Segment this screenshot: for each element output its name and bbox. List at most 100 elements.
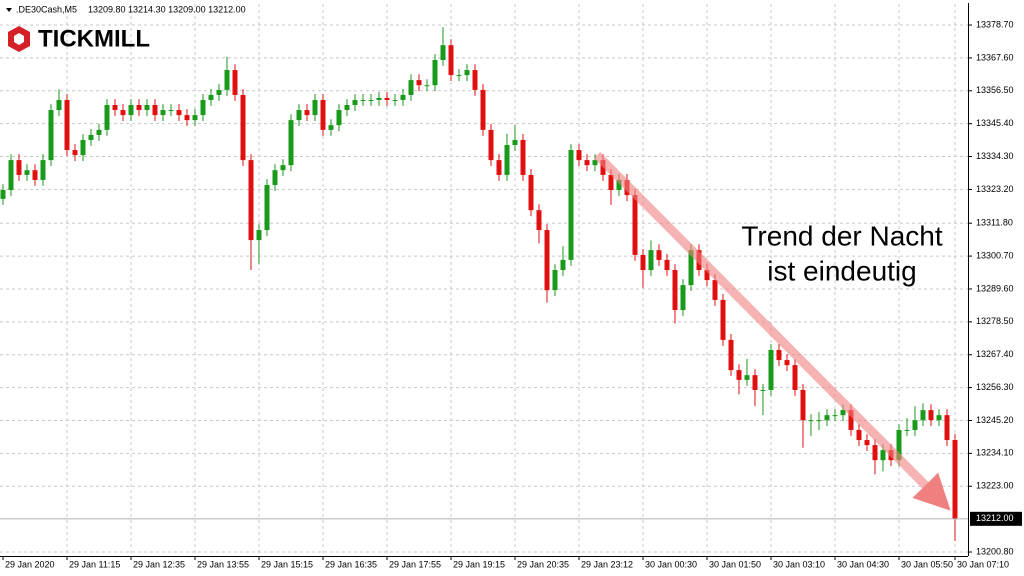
candle-body <box>760 389 766 391</box>
candle-body <box>856 429 862 441</box>
candle-body <box>192 115 198 121</box>
candle-body <box>600 160 606 175</box>
candle-body <box>472 70 478 90</box>
y-tick-label: 13256.30 <box>976 382 1014 392</box>
y-tick-label: 13345.40 <box>976 118 1014 128</box>
x-tick-label: 29 Jan 23:12 <box>581 559 633 569</box>
candle-body <box>400 94 406 100</box>
x-tick-label: 29 Jan 11:15 <box>69 559 120 569</box>
candle-body <box>408 80 414 95</box>
annotation: Trend der Nacht <box>741 220 942 251</box>
candle-body <box>48 110 54 161</box>
candle-body <box>808 420 814 422</box>
symbol: .DE30Cash,M5 <box>16 4 77 14</box>
candle-body <box>8 160 14 191</box>
candle-body <box>568 150 574 260</box>
x-tick-label: 29 Jan 2020 <box>5 559 55 569</box>
candle-body <box>704 270 710 281</box>
candle-body <box>272 170 278 185</box>
candle-body <box>64 99 70 151</box>
candle-body <box>88 134 94 140</box>
x-tick-label: 29 Jan 13:55 <box>197 559 249 569</box>
y-tick-label: 13356.50 <box>976 85 1014 95</box>
y-tick-label: 13311.80 <box>976 218 1013 228</box>
annotation: ist eindeutig <box>767 255 916 286</box>
candle-body <box>96 129 102 135</box>
candle-body <box>592 160 598 166</box>
candle-body <box>848 410 854 430</box>
y-tick-label: 13200.80 <box>976 546 1014 556</box>
candle-body <box>904 429 910 431</box>
x-tick-label: 29 Jan 16:35 <box>325 559 377 569</box>
y-tick-label: 13378.70 <box>976 19 1014 29</box>
candle-body <box>328 125 334 130</box>
candle-body <box>712 280 718 300</box>
candle-body <box>0 190 6 199</box>
candle-body <box>552 270 558 291</box>
candle-body <box>16 160 22 175</box>
candle-body <box>648 250 654 271</box>
y-tick-label: 13245.20 <box>976 415 1014 425</box>
candle-body <box>72 150 78 156</box>
candle-body <box>320 99 326 130</box>
y-tick-label: 13300.70 <box>976 250 1014 260</box>
x-tick-label: 30 Jan 05:50 <box>901 559 953 569</box>
candle-body <box>576 150 582 161</box>
candle-body <box>776 349 782 361</box>
x-tick-label: 29 Jan 17:55 <box>389 559 441 569</box>
candle-body <box>248 160 254 241</box>
candle-body <box>720 299 726 340</box>
candle-body <box>296 110 302 121</box>
candle-body <box>352 99 358 106</box>
candle-body <box>520 139 526 175</box>
candle-body <box>136 105 142 111</box>
candle-body <box>40 160 46 180</box>
candle-body <box>768 349 774 390</box>
candle-body <box>152 105 158 116</box>
y-tick-label: 13367.60 <box>976 52 1014 62</box>
candle-body <box>744 375 750 380</box>
candle-body <box>912 420 918 430</box>
candle-body <box>840 410 846 416</box>
candle-body <box>784 360 790 366</box>
candle-body <box>112 105 118 111</box>
candle-body <box>952 440 958 519</box>
candle-body <box>280 165 286 171</box>
candle-body <box>512 139 518 145</box>
y-tick-label: 13323.20 <box>976 184 1014 194</box>
candle-body <box>656 250 662 260</box>
candle-body <box>104 105 110 130</box>
candle-body <box>920 410 926 421</box>
candle-body <box>504 144 510 175</box>
candle-body <box>800 389 806 421</box>
x-tick-label: 30 Jan 00:30 <box>645 559 697 569</box>
candle-body <box>304 110 310 116</box>
candle-body <box>288 120 294 166</box>
candle-body <box>448 45 454 76</box>
x-tick-label: 30 Jan 01:50 <box>709 559 761 569</box>
candle-body <box>360 99 366 101</box>
candle-body <box>240 94 246 161</box>
candle-body <box>120 110 126 116</box>
x-tick-label: 29 Jan 19:15 <box>453 559 505 569</box>
candle-body <box>928 410 934 421</box>
candle-body <box>584 160 590 166</box>
candle-body <box>392 99 398 101</box>
x-tick-label: 29 Jan 20:35 <box>517 559 569 569</box>
candle-body <box>344 105 350 111</box>
candle-body <box>792 365 798 390</box>
menu-icon[interactable] <box>6 8 12 12</box>
candle-body <box>560 259 566 271</box>
current-price-box <box>970 511 1022 526</box>
candle-body <box>944 415 950 441</box>
candle-body <box>56 99 62 111</box>
candle-body <box>528 174 534 211</box>
x-tick-label: 29 Jan 15:15 <box>261 559 313 569</box>
candle-body <box>312 99 318 116</box>
candle-body <box>640 254 646 271</box>
y-tick-label: 13278.50 <box>976 316 1014 326</box>
candle-body <box>872 445 878 461</box>
current-price-label: 13212.00 <box>976 513 1014 523</box>
